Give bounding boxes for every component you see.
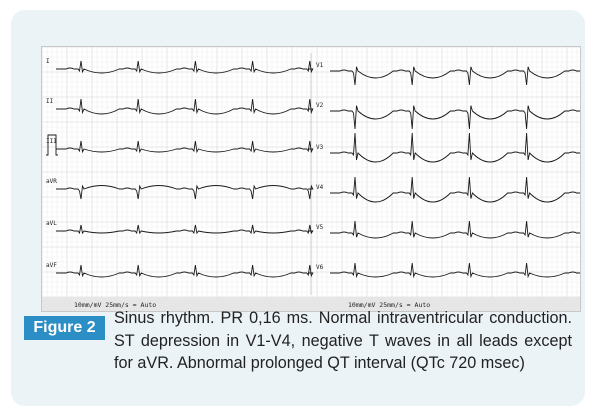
lead-label-l1: II [46, 98, 54, 105]
ecg-image: I II III aVR aVL aVF V1 V2 V3 V4 V5 V6 10mm/mV 25mm… [41, 46, 581, 312]
ecg-traces [46, 60, 580, 279]
ecg-trace [56, 60, 314, 74]
calibration-pulse [46, 134, 58, 156]
figure-caption: Sinus rhythm. PR 0,16 ms. Normal intrave… [114, 309, 572, 372]
lead-label-l3: aVR [46, 178, 57, 185]
ecg-trace [330, 66, 580, 86]
lead-label-r5: V6 [316, 264, 324, 271]
ecg-trace [56, 140, 314, 154]
lead-label-l2: III [46, 138, 57, 145]
ecg-trace [330, 132, 580, 163]
ecg-footer-band [42, 297, 580, 311]
lead-label-r3: V4 [316, 184, 324, 191]
figure-frame: I II III aVR aVL aVF V1 V2 V3 V4 V5 V6 10mm/mV 25mm… [11, 10, 585, 406]
lead-label-r1: V2 [316, 102, 324, 109]
ecg-footer-left: 10mm/mV 25mm/s ≈ Auto [74, 301, 156, 309]
lead-label-l5: aVF [46, 262, 57, 269]
ecg-trace [330, 176, 580, 203]
lead-label-l0: I [46, 58, 50, 65]
ecg-trace [330, 220, 580, 239]
ecg-trace [56, 184, 314, 200]
lead-label-r2: V3 [316, 144, 324, 151]
lead-label-r4: V5 [316, 224, 324, 231]
lead-label-l4: aVL [46, 220, 57, 227]
figure-label: Figure 2 [24, 316, 105, 340]
ecg-trace [56, 264, 314, 278]
ecg-trace [56, 224, 314, 235]
ecg-trace [330, 262, 580, 279]
lead-label-r0: V1 [316, 62, 324, 69]
ecg-trace [56, 98, 314, 115]
ecg-footer-right: 10mm/mV 25mm/s ≈ Auto [348, 301, 430, 309]
ecg-trace [330, 105, 580, 130]
